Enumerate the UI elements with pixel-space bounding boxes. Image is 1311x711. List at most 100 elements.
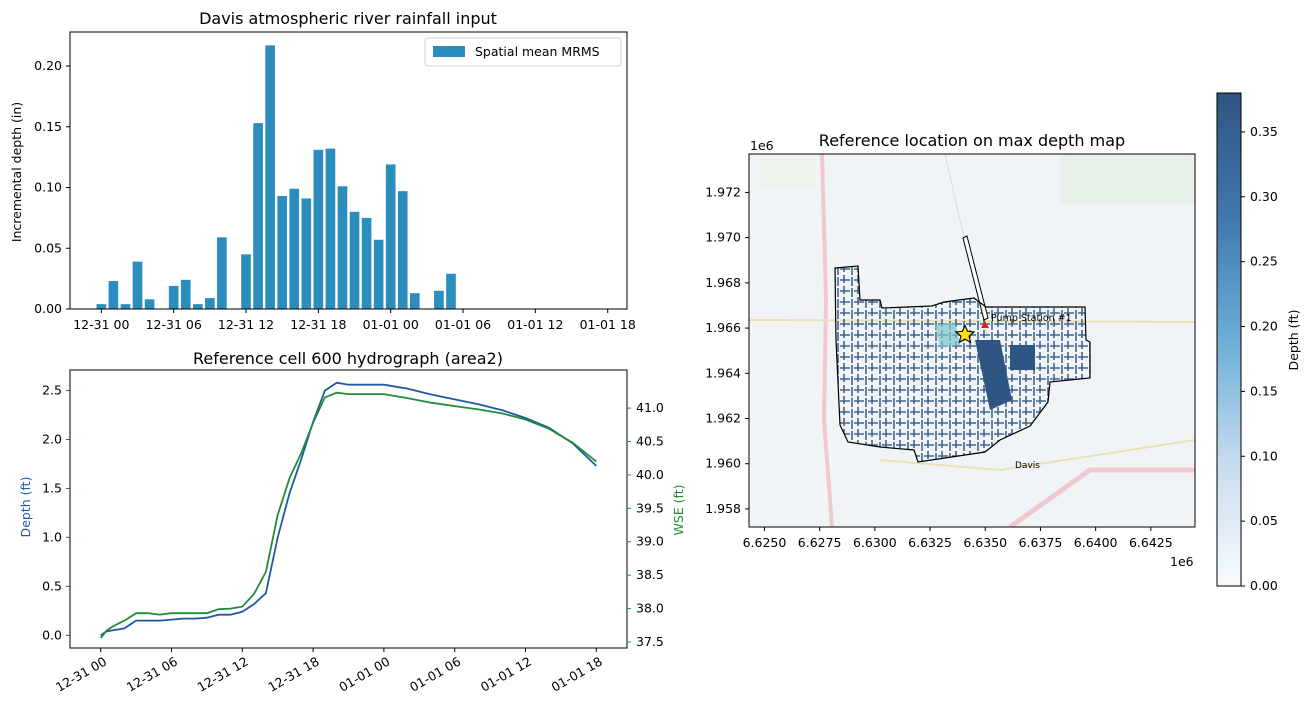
colorbar: 0.00 0.05 0.10 0.15 0.20 0.25 0.30 0.35 Depth (… <box>1216 92 1301 593</box>
rainfall-bar <box>180 279 191 309</box>
rainfall-bar <box>108 281 119 309</box>
wse-tick-label: 38.0 <box>636 601 664 616</box>
boundary-outline <box>834 265 1091 463</box>
hydrograph-depth-ticks: 0.0 0.5 1.0 1.5 2.0 2.5 <box>42 383 70 642</box>
wse-series-line <box>99 391 597 639</box>
rainfall-bar <box>253 123 263 309</box>
rainfall-x-tick-label: 01-01 12 <box>507 317 563 332</box>
rainfall-y-tick-label: 0.15 <box>34 119 62 134</box>
reference-star-marker <box>954 324 976 344</box>
rainfall-x-tick-label: 12-31 06 <box>146 317 202 332</box>
hydrograph-x-tick-label: 12-31 00 <box>53 654 109 695</box>
rainfall-plot-frame <box>69 31 628 310</box>
hydrograph-lines <box>99 381 597 639</box>
rainfall-y-tick-label: 0.20 <box>34 58 62 73</box>
rainfall-bar <box>277 196 288 309</box>
rainfall-x-tick-label: 12-31 18 <box>290 317 346 332</box>
study-area-boundary <box>835 266 1090 462</box>
rainfall-bar <box>385 164 396 309</box>
rainfall-bar <box>96 304 107 309</box>
park-area <box>1060 154 1195 204</box>
rainfall-y-ticks: 0.00 0.05 0.10 0.15 0.20 <box>34 58 70 316</box>
rainfall-bar <box>313 149 324 309</box>
depth-tick-label: 2.0 <box>42 432 62 447</box>
map-title: Reference location on max depth map <box>819 131 1125 150</box>
map-y-tick-label: 1.970 <box>705 230 741 245</box>
hydrograph-x-ticks: 12-31 00 12-31 06 12-31 12 12-31 18 01-01 00… <box>53 648 605 695</box>
place-label-davis: Davis <box>1015 461 1040 471</box>
colorbar-tick-label: 0.10 <box>1250 448 1278 463</box>
rainfall-y-tick-label: 0.00 <box>34 301 62 316</box>
map-y-tick-label: 1.960 <box>705 456 741 471</box>
road-line-south <box>879 439 1195 472</box>
colorbar-gradient <box>1216 92 1242 587</box>
depth-tick-label: 1.0 <box>42 529 62 544</box>
hydrograph-x-tick-label: 12-31 12 <box>195 654 251 695</box>
hydrograph-plot-frame <box>69 369 628 649</box>
deep-ponding-area <box>975 340 1012 410</box>
colorbar-label: Depth (ft) <box>1286 310 1301 371</box>
map-y-tick-label: 1.962 <box>705 410 741 425</box>
wse-tick-label: 41.0 <box>636 400 664 415</box>
wse-tick-label: 37.5 <box>636 634 664 649</box>
wse-tick-label: 40.5 <box>636 434 664 449</box>
rainfall-bar <box>192 304 203 309</box>
map-x-offset: 1e6 <box>1170 554 1194 569</box>
hydrograph-x-tick-label: 01-01 06 <box>407 654 463 695</box>
rainfall-y-tick-label: 0.10 <box>34 180 62 195</box>
channel-outline <box>962 235 989 321</box>
rainfall-y-tick-label: 0.05 <box>34 240 62 255</box>
map-x-tick-label: 6.6375 <box>1019 535 1063 550</box>
wse-tick-label: 39.5 <box>636 500 664 515</box>
colorbar-tick-label: 0.25 <box>1250 254 1278 269</box>
rainfall-bar <box>349 211 360 309</box>
rainfall-bar <box>205 298 215 309</box>
wse-tick-label: 40.0 <box>636 467 664 482</box>
depth-tick-label: 0.0 <box>42 627 62 642</box>
map-x-ticks: 6.6250 6.6275 6.6300 6.6325 6.6350 6.6375 6.64… <box>743 527 1173 550</box>
hydrograph-chart-title: Reference cell 600 hydrograph (area2) <box>193 349 503 368</box>
map-y-tick-label: 1.966 <box>705 320 741 335</box>
rainfall-bar <box>409 293 420 309</box>
rainfall-x-tick-label: 01-01 06 <box>435 317 491 332</box>
wse-tick-label: 38.5 <box>636 567 664 582</box>
rainfall-bar <box>217 237 227 309</box>
rainfall-y-label: Incremental depth (in) <box>9 102 24 242</box>
map-y-offset: 1e6 <box>750 138 774 153</box>
rainfall-bar <box>132 261 143 309</box>
rainfall-bar <box>144 299 155 309</box>
colorbar-tick-label: 0.05 <box>1250 513 1278 528</box>
map-y-tick-label: 1.964 <box>705 365 741 380</box>
highway-line-south <box>1008 467 1195 527</box>
rainfall-bar <box>241 254 251 309</box>
rainfall-bar <box>397 191 408 309</box>
map-x-tick-label: 6.6300 <box>853 535 897 550</box>
colorbar-ticks: 0.00 0.05 0.10 0.15 0.20 0.25 0.30 0.35 <box>1241 124 1278 593</box>
hydrograph-x-tick-label: 01-01 12 <box>478 654 534 695</box>
depth-map: Reference location on max depth map 1e6 … <box>705 131 1196 569</box>
rainfall-bar <box>168 285 179 309</box>
hydrograph-chart: Reference cell 600 hydrograph (area2) De… <box>18 349 686 695</box>
rainfall-x-tick-label: 12-31 00 <box>73 317 129 332</box>
map-y-tick-label: 1.958 <box>705 501 741 516</box>
park-area-west <box>760 158 815 188</box>
rainfall-bar <box>120 304 131 309</box>
rainfall-legend: Spatial mean MRMS <box>424 37 622 67</box>
depth-tick-label: 0.5 <box>42 578 62 593</box>
map-x-tick-label: 6.6425 <box>1129 535 1173 550</box>
rainfall-x-tick-label: 01-01 00 <box>363 317 419 332</box>
rainfall-bar <box>301 198 312 309</box>
rainfall-bar <box>361 217 372 309</box>
depth-tick-label: 1.5 <box>42 480 62 495</box>
deep-ponding-block <box>1010 345 1035 370</box>
depth-series-line <box>100 381 597 637</box>
colorbar-tick-label: 0.00 <box>1250 578 1278 593</box>
rainfall-bar <box>337 186 348 309</box>
basemap: Davis Pump Station #1 <box>749 154 1195 527</box>
rainfall-bar <box>446 273 456 309</box>
map-y-tick-label: 1.972 <box>705 184 741 199</box>
pump-station-marker <box>981 321 989 328</box>
rainfall-x-tick-label: 12-31 12 <box>218 317 274 332</box>
legend-box <box>424 37 622 67</box>
